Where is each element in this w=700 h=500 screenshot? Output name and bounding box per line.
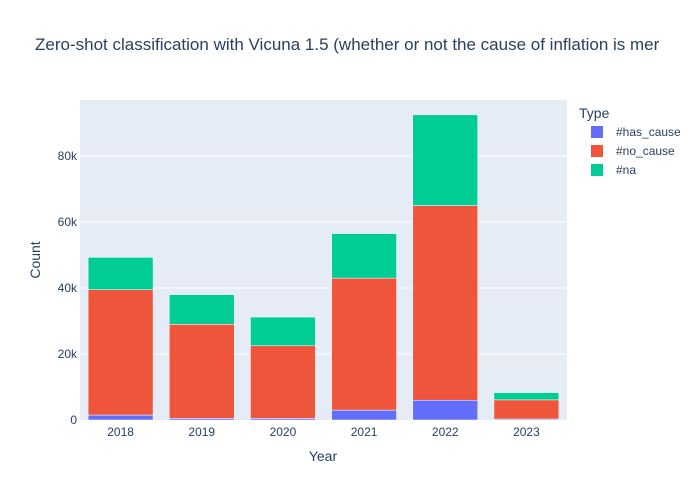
bar-has-cause xyxy=(331,409,397,421)
y-tick-label: 60k xyxy=(58,215,78,229)
bar-no-cause xyxy=(331,277,397,411)
plot-area xyxy=(80,100,567,420)
y-axis-ticks: 0 20k 40k 60k 80k xyxy=(58,149,78,427)
x-axis-ticks: 2018 2019 2020 2021 2022 2023 xyxy=(107,425,540,439)
legend: Type #has_cause #no_cause #na xyxy=(579,105,681,177)
bar-no-cause xyxy=(493,399,560,420)
bar-na xyxy=(250,316,316,347)
legend-items: #has_cause #no_cause #na xyxy=(591,125,681,177)
bar-na xyxy=(331,233,397,279)
legend-label: #na xyxy=(616,163,636,177)
bar-na xyxy=(493,392,560,401)
legend-swatch xyxy=(591,126,603,138)
legend-swatch xyxy=(591,164,603,176)
legend-label: #no_cause xyxy=(616,144,675,158)
bar-na xyxy=(412,114,478,206)
x-tick-label: 2020 xyxy=(270,425,297,439)
y-axis-title: Count xyxy=(27,241,43,278)
bar-no-cause xyxy=(412,205,478,401)
bars xyxy=(87,114,560,421)
y-tick-label: 40k xyxy=(58,281,78,295)
bar-na xyxy=(169,294,235,325)
x-tick-label: 2021 xyxy=(351,425,378,439)
legend-label: #has_cause xyxy=(616,125,681,139)
x-axis-title: Year xyxy=(309,448,338,464)
bar-no-cause xyxy=(250,345,316,419)
x-tick-label: 2018 xyxy=(107,425,134,439)
y-tick-label: 80k xyxy=(58,149,78,163)
bar-no-cause xyxy=(87,289,154,416)
x-tick-label: 2023 xyxy=(513,425,540,439)
gridlines xyxy=(80,155,567,355)
y-tick-label: 20k xyxy=(58,347,78,361)
bar-no-cause xyxy=(169,324,235,419)
bar-has-cause xyxy=(87,414,154,421)
chart-title: Zero-shot classification with Vicuna 1.5… xyxy=(35,35,660,54)
x-tick-label: 2019 xyxy=(188,425,215,439)
legend-title: Type xyxy=(579,105,610,121)
y-tick-label: 0 xyxy=(70,413,77,427)
bar-na xyxy=(87,257,154,290)
bar-has-cause xyxy=(412,399,478,421)
x-tick-label: 2022 xyxy=(432,425,459,439)
legend-swatch xyxy=(591,145,603,157)
